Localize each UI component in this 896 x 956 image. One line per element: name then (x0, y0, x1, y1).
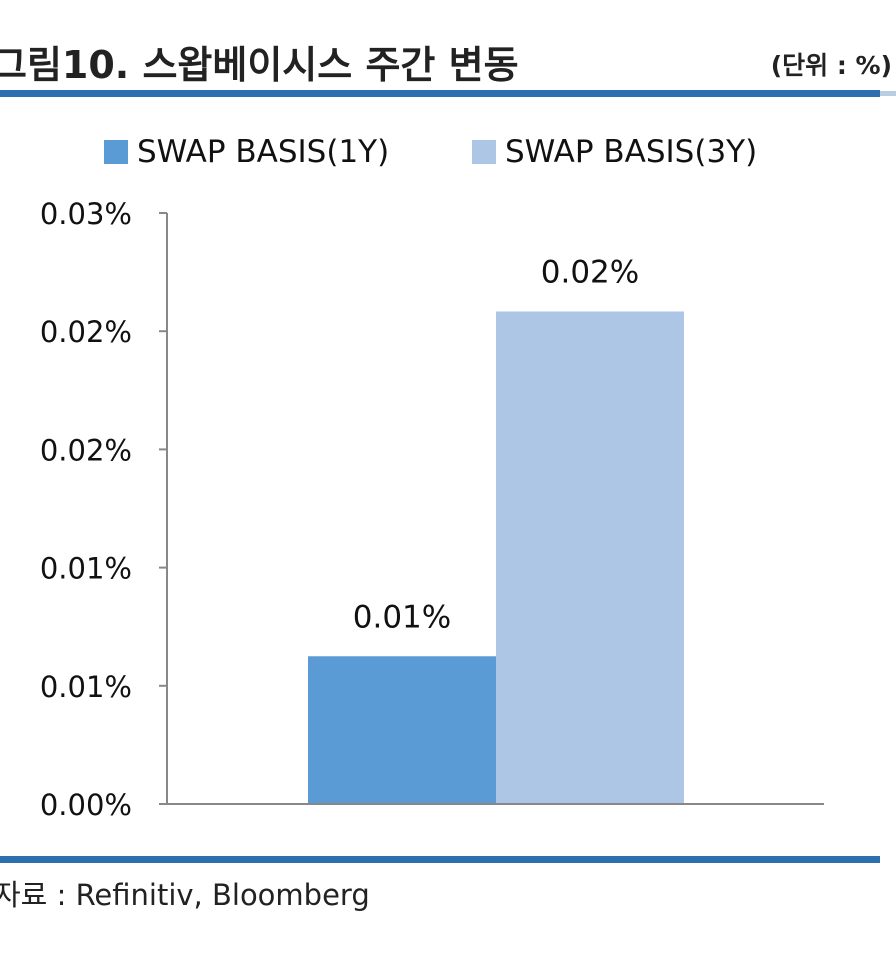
bars (308, 311, 684, 804)
y-tick-label: 0.00% (40, 788, 132, 822)
footer-divider (0, 856, 880, 863)
y-tick-label: 0.02% (40, 315, 132, 349)
bar-data-label-1y: 0.01% (353, 599, 451, 635)
legend-label-3y: SWAP BASIS(3Y) (505, 134, 757, 170)
bar-data-label-3y: 0.02% (541, 255, 639, 291)
source-note: 자료 : Refinitiv, Bloomberg (0, 878, 370, 912)
bar-chart: SWAP BASIS(1Y) SWAP BASIS(3Y) 0.00% 0.01%… (40, 134, 824, 822)
header-divider-tail (880, 91, 896, 96)
legend-label-1y: SWAP BASIS(1Y) (137, 134, 389, 170)
y-tick-label: 0.01% (40, 552, 132, 586)
y-tick-label: 0.03% (40, 197, 132, 231)
header-divider (0, 90, 880, 97)
y-tick-label: 0.01% (40, 670, 132, 704)
legend-swatch-1y (104, 140, 128, 164)
bar-1y (308, 656, 496, 804)
legend: SWAP BASIS(1Y) SWAP BASIS(3Y) (104, 134, 757, 170)
y-tick-label: 0.02% (40, 433, 132, 467)
bar-3y (496, 311, 684, 804)
chart-title: 그림10. 스왑베이시스 주간 변동 (0, 43, 519, 87)
legend-swatch-3y (472, 140, 496, 164)
unit-label: (단위 : %) (770, 51, 892, 80)
y-axis-ticks: 0.00% 0.01% 0.01% 0.02% 0.02% 0.03% (40, 197, 167, 822)
bar-data-labels: 0.01% 0.02% (353, 255, 639, 636)
